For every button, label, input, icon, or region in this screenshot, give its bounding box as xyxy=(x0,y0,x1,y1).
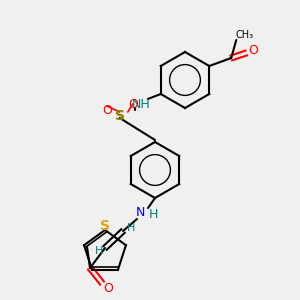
Text: CH₃: CH₃ xyxy=(235,30,253,40)
Text: NH: NH xyxy=(131,98,150,110)
Text: H: H xyxy=(95,246,103,256)
Text: O: O xyxy=(248,44,258,58)
Text: H: H xyxy=(148,208,158,221)
Text: S: S xyxy=(100,219,110,233)
Text: H: H xyxy=(127,223,135,233)
Text: O: O xyxy=(103,281,113,295)
Text: O: O xyxy=(128,98,138,110)
Text: O: O xyxy=(102,103,112,116)
Text: N: N xyxy=(135,206,145,220)
Text: S: S xyxy=(115,109,125,123)
